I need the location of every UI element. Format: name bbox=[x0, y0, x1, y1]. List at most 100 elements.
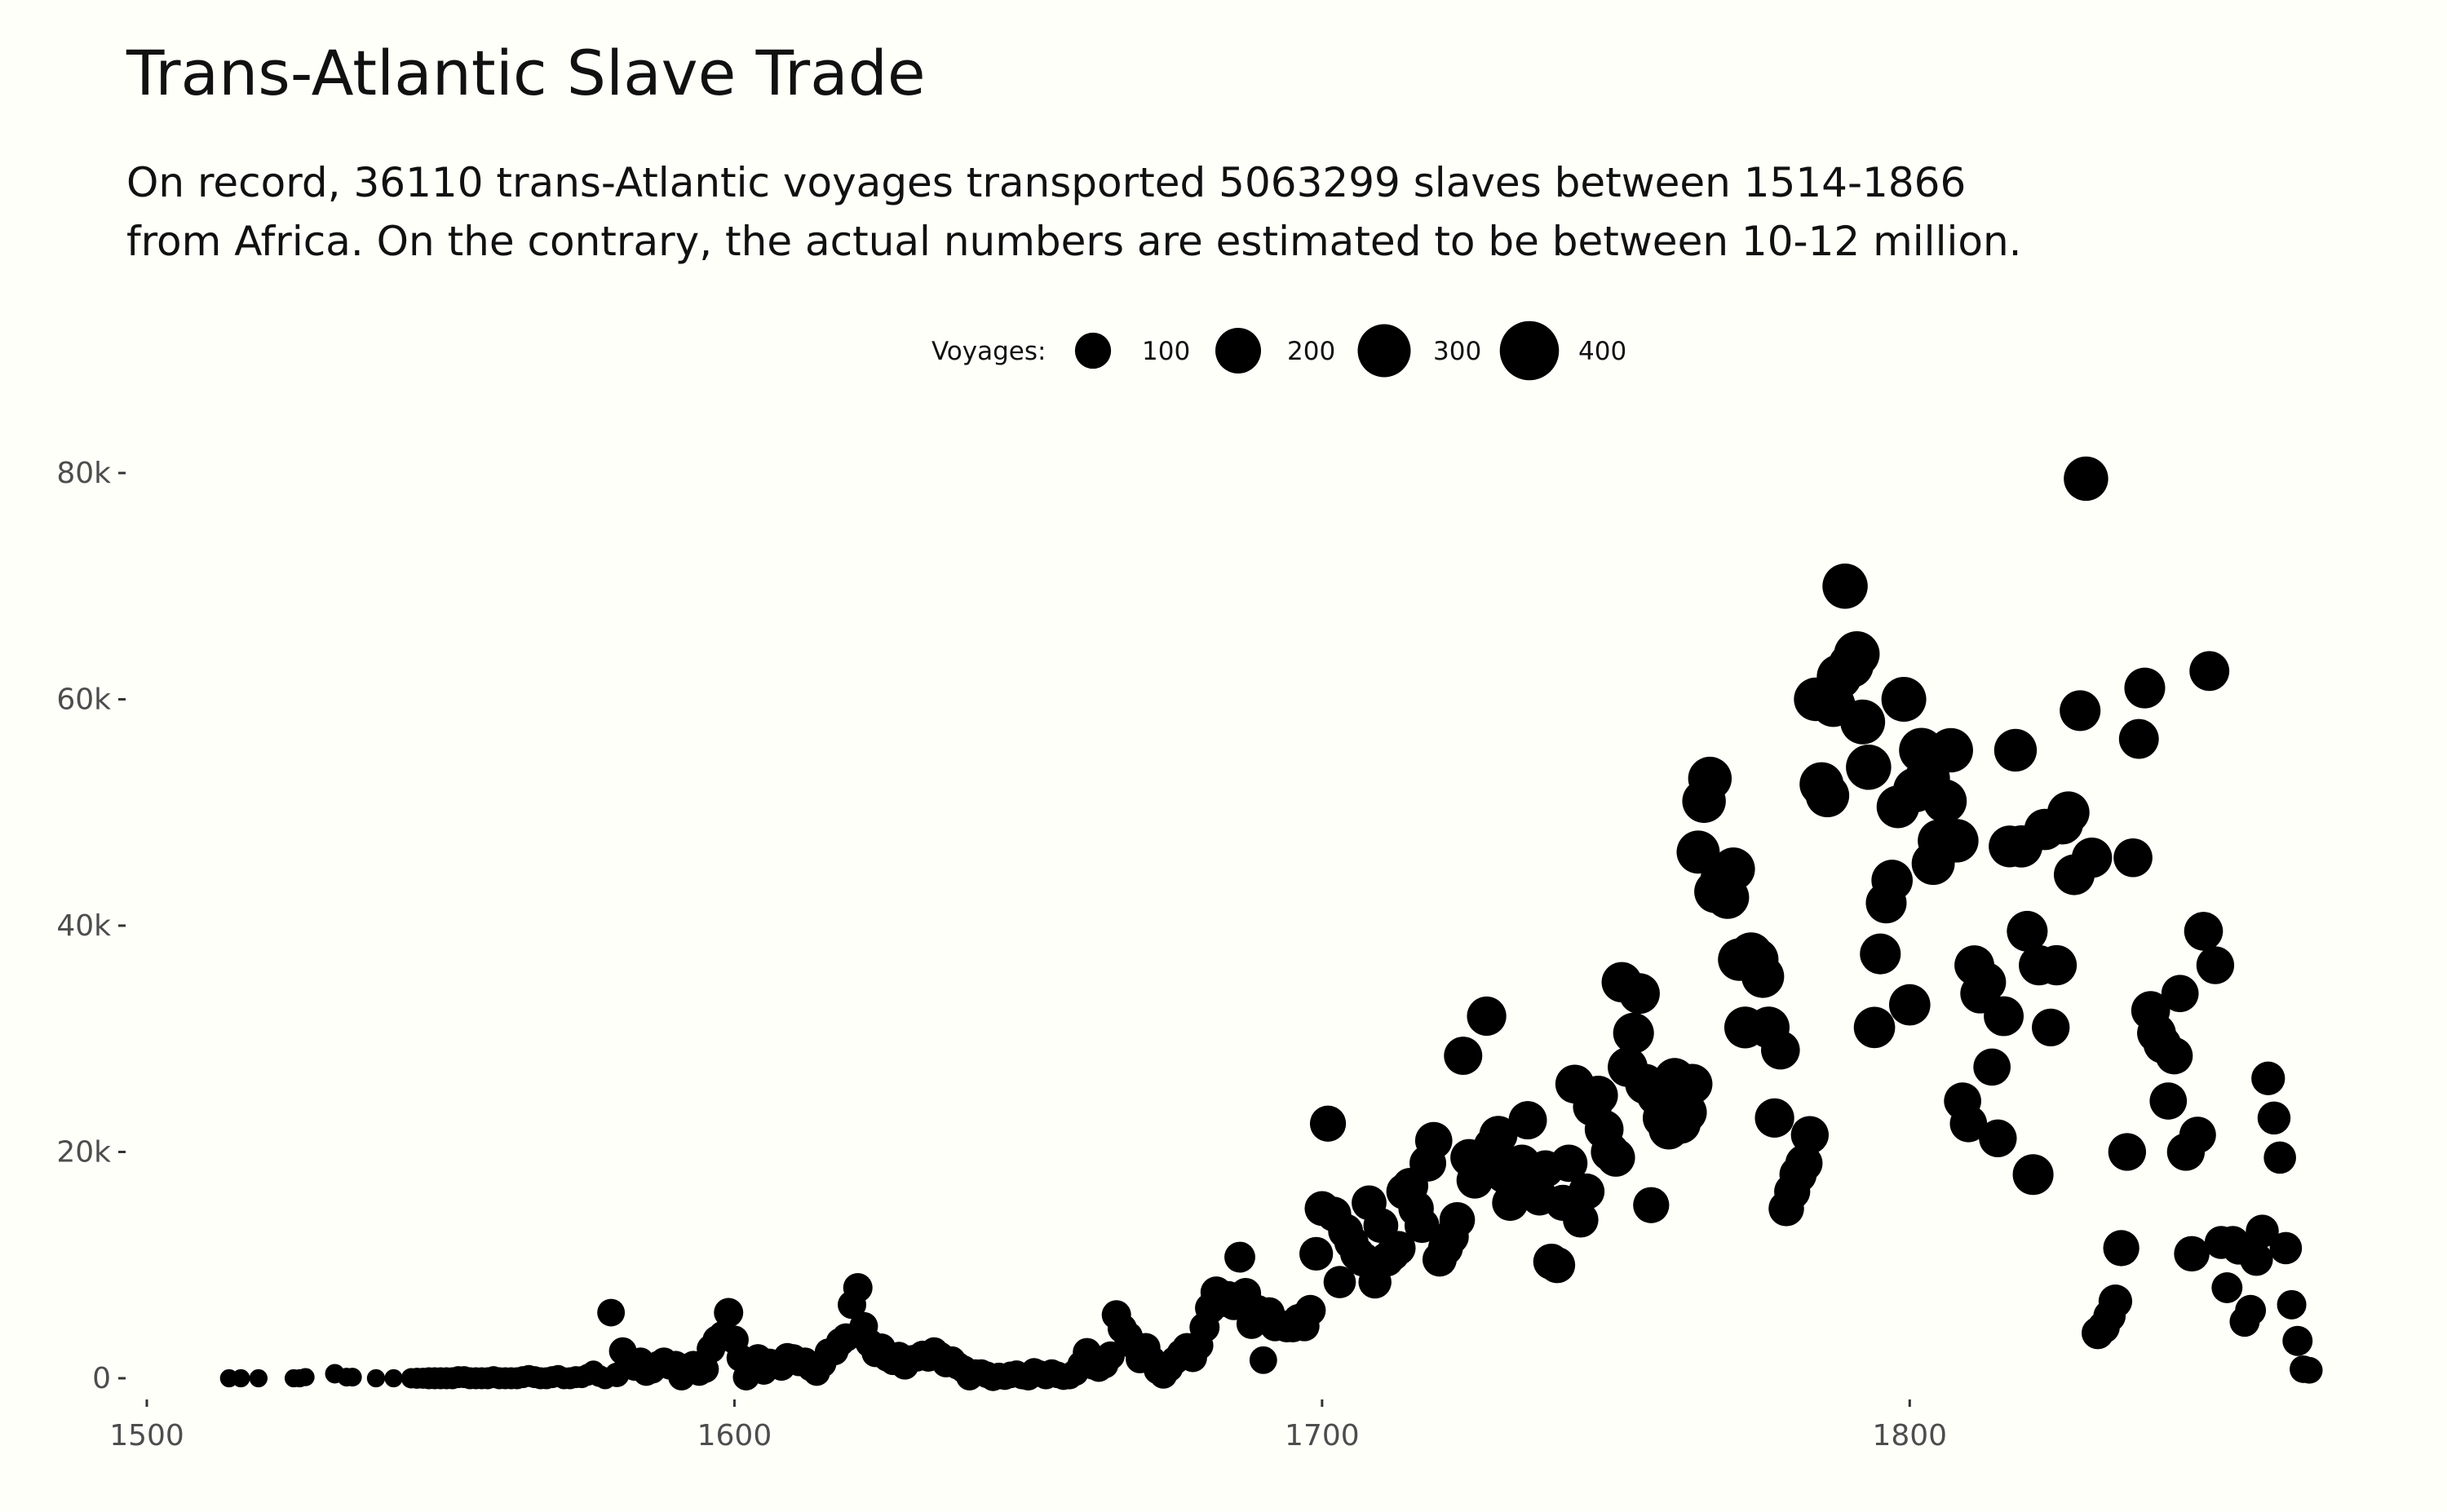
data-point bbox=[2179, 1116, 2216, 1154]
data-point bbox=[366, 1368, 386, 1388]
data-point bbox=[1888, 984, 1931, 1026]
data-point bbox=[2155, 1037, 2193, 1075]
data-point bbox=[2295, 1356, 2323, 1384]
data-point bbox=[1741, 955, 1785, 998]
data-point bbox=[2196, 946, 2235, 984]
data-point bbox=[2118, 718, 2159, 759]
data-point bbox=[2184, 912, 2224, 951]
data-point bbox=[2235, 1294, 2267, 1326]
data-point bbox=[597, 1298, 626, 1327]
data-point bbox=[1984, 996, 2024, 1037]
data-point bbox=[1596, 1138, 1635, 1177]
data-point bbox=[1928, 727, 1973, 773]
data-point bbox=[2036, 944, 2078, 986]
data-point bbox=[2149, 1082, 2188, 1120]
data-point bbox=[1979, 1119, 2017, 1158]
y-axis: 0 20k 40k 60k 80k bbox=[56, 457, 126, 1395]
data-point bbox=[1578, 1076, 1618, 1116]
legend-label: 200 bbox=[1287, 337, 1335, 366]
legend: Voyages: 100 200 300 400 bbox=[931, 321, 1626, 381]
data-point bbox=[1711, 847, 1755, 891]
data-point bbox=[343, 1368, 362, 1387]
data-point bbox=[2098, 1284, 2133, 1319]
data-point bbox=[2240, 1243, 2273, 1276]
data-point bbox=[2007, 910, 2048, 952]
data-point bbox=[1414, 1121, 1453, 1160]
data-point bbox=[1299, 1236, 1334, 1271]
data-point bbox=[2161, 975, 2199, 1013]
legend-key bbox=[1215, 328, 1261, 374]
data-point bbox=[1508, 1101, 1547, 1140]
legend-key bbox=[1499, 321, 1560, 381]
legend-key bbox=[1357, 324, 1411, 378]
data-point bbox=[2269, 1231, 2303, 1265]
data-point bbox=[296, 1368, 315, 1386]
data-point bbox=[2246, 1214, 2279, 1248]
data-point bbox=[1881, 677, 1927, 722]
data-point bbox=[1676, 830, 1720, 874]
x-tick-label: 1500 bbox=[109, 1419, 184, 1452]
data-point bbox=[1935, 819, 1979, 863]
y-tick-label: 0 bbox=[92, 1362, 111, 1395]
data-point bbox=[1618, 973, 1660, 1015]
y-tick-label: 80k bbox=[56, 457, 111, 490]
data-point bbox=[2064, 456, 2108, 502]
data-point bbox=[1805, 773, 1850, 818]
y-tick-label: 60k bbox=[56, 683, 111, 717]
chart-subtitle: On record, 36110 trans-Atlantic voyages … bbox=[126, 153, 2329, 271]
data-point bbox=[2071, 838, 2113, 878]
legend-title: Voyages: bbox=[931, 337, 1046, 366]
data-point bbox=[1538, 1247, 1576, 1284]
data-point bbox=[1444, 1037, 1483, 1076]
data-point bbox=[2012, 1154, 2054, 1196]
data-point bbox=[2060, 690, 2101, 732]
data-point bbox=[1923, 779, 1967, 824]
data-point bbox=[1785, 1144, 1823, 1183]
legend-label: 100 bbox=[1142, 337, 1190, 366]
data-point bbox=[1309, 1105, 1347, 1142]
data-point bbox=[384, 1368, 403, 1388]
data-point bbox=[1224, 1241, 1255, 1273]
data-point bbox=[714, 1298, 744, 1328]
data-point bbox=[1568, 1173, 1605, 1210]
legend-label: 400 bbox=[1578, 337, 1626, 366]
data-point bbox=[2211, 1272, 2243, 1303]
data-point bbox=[1846, 745, 1892, 790]
data-point bbox=[2174, 1236, 2210, 1272]
data-point bbox=[2108, 1133, 2147, 1171]
data-point bbox=[1249, 1346, 1277, 1374]
data-point bbox=[1671, 1063, 1713, 1104]
data-point bbox=[2124, 667, 2166, 709]
data-point bbox=[249, 1368, 268, 1388]
data-point bbox=[1840, 699, 1886, 745]
data-point bbox=[1404, 1208, 1440, 1244]
legend-label: 300 bbox=[1433, 337, 1481, 366]
data-point bbox=[1871, 860, 1913, 901]
data-points bbox=[219, 456, 2323, 1391]
data-point bbox=[2277, 1289, 2307, 1320]
data-point bbox=[1096, 1341, 1125, 1370]
y-tick-label: 20k bbox=[56, 1136, 111, 1169]
data-point bbox=[2032, 1008, 2070, 1047]
x-tick-label: 1700 bbox=[1285, 1419, 1360, 1452]
data-point bbox=[1439, 1201, 1476, 1238]
chart-title: Trans-Atlantic Slave Trade bbox=[126, 37, 926, 109]
subtitle-line-1: On record, 36110 trans-Atlantic voyages … bbox=[126, 159, 1967, 206]
data-point bbox=[2103, 1230, 2139, 1267]
data-point bbox=[1754, 1098, 1794, 1138]
data-point bbox=[2047, 791, 2090, 834]
data-point bbox=[1822, 564, 1868, 609]
data-point bbox=[1479, 1116, 1518, 1155]
data-point bbox=[2282, 1325, 2313, 1356]
x-tick-label: 1800 bbox=[1872, 1419, 1947, 1452]
data-point bbox=[1688, 756, 1732, 801]
data-point bbox=[1860, 933, 1901, 975]
data-point bbox=[1993, 728, 2038, 772]
data-point bbox=[2113, 838, 2153, 878]
data-point bbox=[1467, 996, 1507, 1037]
legend-key bbox=[1074, 332, 1112, 369]
y-tick-label: 40k bbox=[56, 909, 111, 943]
data-point bbox=[1790, 1116, 1829, 1154]
x-tick-label: 1600 bbox=[697, 1419, 772, 1452]
